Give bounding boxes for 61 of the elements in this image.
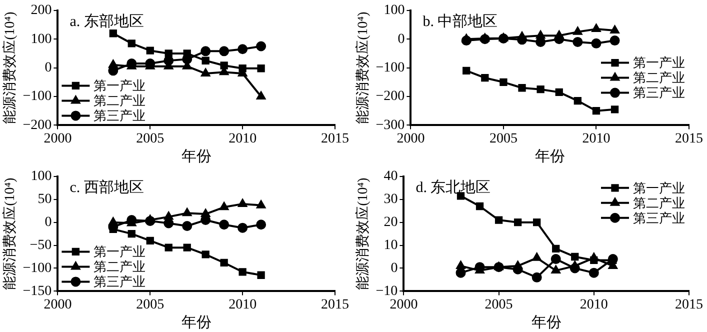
y-tick-label: 0	[44, 60, 52, 76]
x-tick-label: 2005	[136, 297, 164, 312]
x-tick-label: 2005	[489, 131, 518, 146]
legend-label: 第二产业	[633, 70, 685, 86]
x-tick-label: 2010	[580, 297, 608, 312]
y-axis-title: 能源消费效应(10⁴)	[2, 11, 18, 124]
x-tick-label: 2000	[396, 131, 425, 146]
legend-label: 第三产业	[94, 274, 146, 290]
chart-title: c. 西部地区	[70, 178, 144, 196]
x-tick-label: 2000	[44, 131, 72, 146]
legend-label: 第二产业	[633, 195, 685, 210]
y-tick-label: 100	[30, 169, 52, 184]
legend-label: 第一产业	[633, 55, 685, 70]
legend-label: 第二产业	[94, 93, 146, 108]
y-tick-label: −50	[30, 238, 52, 253]
x-tick-label: 2015	[675, 297, 703, 312]
y-tick-label: 100	[384, 3, 405, 18]
y-tick-label: −10	[376, 284, 398, 299]
legend-label: 第一产业	[633, 180, 685, 196]
chart-title: b. 中部地区	[422, 12, 498, 30]
y-tick-label: −200	[376, 89, 405, 104]
y-tick-label: −300	[376, 118, 405, 133]
y-tick-label: 30	[384, 192, 398, 208]
y-tick-label: −100	[22, 89, 52, 104]
y-tick-label: 100	[30, 32, 52, 47]
x-tick-label: 2015	[321, 297, 349, 312]
legend-label: 第三产业	[633, 85, 685, 100]
x-axis-title: 年份	[534, 148, 565, 165]
x-tick-label: 2000	[44, 297, 72, 312]
y-tick-label: −100	[22, 260, 52, 276]
x-tick-label: 2010	[228, 297, 257, 312]
y-axis-title: 能源消费效应(10⁴)	[355, 11, 372, 124]
x-tick-label: 2005	[484, 297, 513, 312]
legend-label: 第二产业	[94, 259, 146, 274]
y-tick-label: 40	[384, 169, 398, 184]
x-tick-label: 2000	[390, 297, 418, 312]
y-tick-label: −150	[22, 284, 52, 299]
y-tick-label: 50	[38, 192, 52, 208]
x-axis-title: 年份	[181, 314, 212, 331]
x-tick-label: 2005	[136, 131, 164, 146]
y-tick-label: 0	[44, 214, 52, 230]
y-tick-label: 10	[384, 238, 398, 253]
x-tick-label: 2010	[228, 131, 257, 146]
x-tick-label: 2015	[675, 131, 703, 146]
legend-label: 第一产业	[94, 78, 146, 94]
x-axis-title: 年份	[181, 148, 212, 165]
y-axis-title: 能源消费效应(10⁴)	[2, 177, 18, 290]
legend-label: 第三产业	[633, 210, 685, 226]
legend-label: 第三产业	[94, 108, 146, 124]
x-tick-label: 2015	[321, 131, 349, 146]
chart-title: a. 东部地区	[70, 12, 144, 30]
y-axis-title: 能源消费效应(10⁴)	[355, 177, 372, 290]
y-tick-label: 20	[384, 214, 398, 230]
legend-label: 第一产业	[94, 244, 146, 260]
y-tick-label: −200	[22, 118, 52, 133]
y-tick-label: −100	[376, 60, 405, 76]
x-tick-label: 2010	[582, 131, 610, 146]
y-tick-label: 200	[30, 3, 52, 18]
y-tick-label: 0	[390, 260, 398, 276]
x-axis-title: 年份	[531, 314, 562, 331]
y-tick-label: 0	[398, 32, 405, 47]
